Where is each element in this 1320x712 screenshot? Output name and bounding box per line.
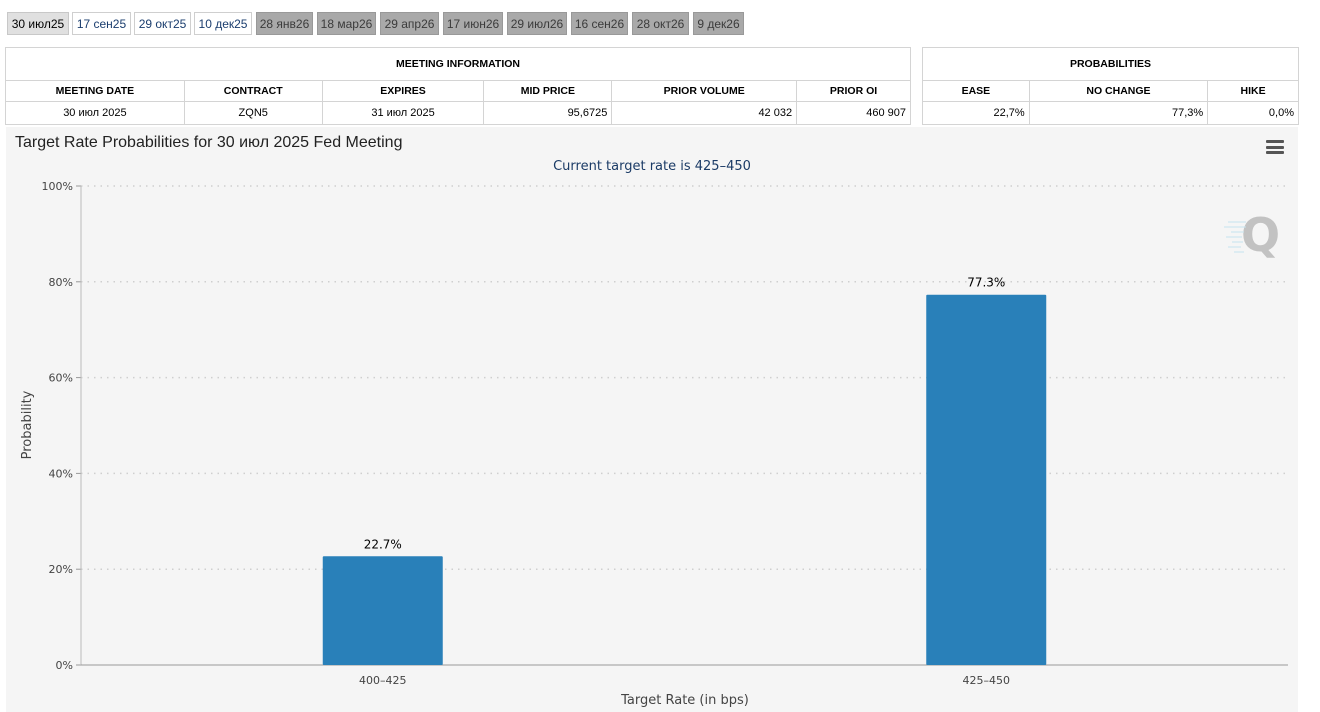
q-logo-icon: Q (1224, 208, 1280, 262)
hamburger-menu-icon[interactable] (1266, 140, 1284, 154)
x-axis-label: Target Rate (in bps) (620, 693, 749, 708)
bar-425–450[interactable] (926, 294, 1047, 665)
bar-data-label: 22.7% (364, 537, 402, 551)
prior-volume-value: 42 032 (611, 101, 798, 125)
y-tick-label: 20% (49, 563, 73, 576)
probabilities-title: PROBABILITIES (922, 47, 1299, 81)
meeting-info-title: MEETING INFORMATION (5, 47, 911, 81)
meeting-info-table: MEETING INFORMATION MEETING DATE CONTRAC… (5, 47, 911, 125)
tab-meeting-7[interactable]: 17 июн26 (443, 12, 503, 35)
svg-text:Q: Q (1241, 208, 1280, 262)
chart-title: Target Rate Probabilities for 30 июл 202… (15, 134, 403, 151)
y-tick-label: 60% (49, 372, 73, 385)
y-tick-label: 0% (56, 659, 73, 672)
col-header-ease: EASE (922, 80, 1030, 102)
tab-meeting-3[interactable]: 10 дек25 (194, 12, 252, 35)
x-tick-label: 400–425 (359, 674, 407, 687)
meeting-date-value: 30 июл 2025 (5, 101, 185, 125)
chart-grid (81, 185, 1288, 570)
chart-plot: 0% 20% 40% 60% 80% 100% 22.7% 77.3% 400–425 425… (20, 180, 1288, 708)
y-axis-label: Probability (20, 390, 35, 459)
col-header-mid-price: MID PRICE (483, 80, 613, 102)
prior-oi-value: 460 907 (796, 101, 911, 125)
hike-value: 0,0% (1207, 101, 1299, 125)
y-tick-label: 80% (49, 276, 73, 289)
x-axis-ticks: 400–425 425–450 (359, 674, 1010, 687)
tab-meeting-5[interactable]: 18 мар26 (317, 12, 376, 35)
y-tick-label: 100% (42, 180, 73, 193)
tab-meeting-11[interactable]: 9 дек26 (693, 12, 744, 35)
tab-meeting-0[interactable]: 30 июл25 (7, 12, 69, 35)
tab-meeting-1[interactable]: 17 сен25 (72, 12, 131, 35)
y-tick-label: 40% (49, 467, 73, 480)
chart-subtitle: Current target rate is 425–450 (553, 159, 751, 174)
bar-data-label: 77.3% (967, 276, 1005, 290)
col-header-prior-oi: PRIOR OI (796, 80, 911, 102)
probabilities-table: PROBABILITIES EASE NO CHANGE HIKE 22,7% … (922, 47, 1299, 125)
bar-400–425[interactable] (322, 556, 443, 665)
y-axis-ticks: 0% 20% 40% 60% 80% 100% (42, 180, 1288, 672)
col-header-contract: CONTRACT (183, 80, 323, 102)
tab-meeting-9[interactable]: 16 сен26 (571, 12, 628, 35)
x-tick-label: 425–450 (963, 674, 1011, 687)
mid-price-value: 95,6725 (483, 101, 613, 125)
chart-bars: 22.7% 77.3% (322, 276, 1047, 665)
no-change-value: 77,3% (1028, 101, 1209, 125)
ease-value: 22,7% (922, 101, 1030, 125)
col-header-hike: HIKE (1207, 80, 1299, 102)
col-header-meeting-date: MEETING DATE (5, 80, 185, 102)
target-rate-chart: Target Rate Probabilities for 30 июл 202… (6, 127, 1298, 712)
tab-meeting-10[interactable]: 28 окт26 (632, 12, 689, 35)
tab-meeting-4[interactable]: 28 янв26 (256, 12, 313, 35)
contract-value: ZQN5 (183, 101, 323, 125)
col-header-expires: EXPIRES (321, 80, 485, 102)
tab-meeting-8[interactable]: 29 июл26 (507, 12, 567, 35)
col-header-no-change: NO CHANGE (1028, 80, 1209, 102)
col-header-prior-volume: PRIOR VOLUME (611, 80, 798, 102)
tab-meeting-6[interactable]: 29 апр26 (380, 12, 439, 35)
tab-meeting-2[interactable]: 29 окт25 (134, 12, 191, 35)
expires-value: 31 июл 2025 (321, 101, 485, 125)
